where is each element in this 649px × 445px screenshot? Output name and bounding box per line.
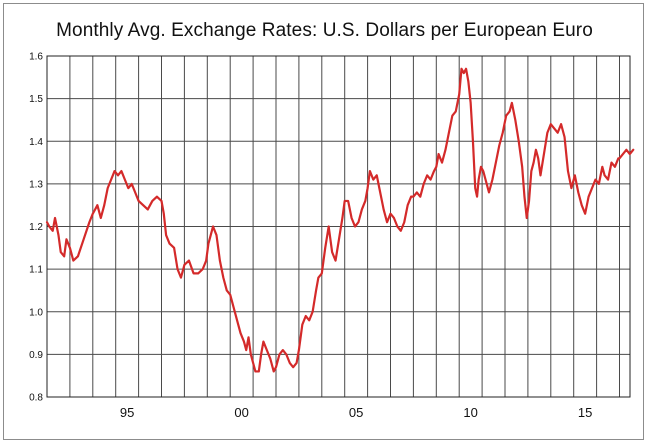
x-tick-label: 95 — [120, 405, 134, 420]
y-tick-label: 1.6 — [29, 52, 43, 63]
y-tick-label: 0.9 — [29, 350, 43, 361]
chart-title: Monthly Avg. Exchange Rates: U.S. Dollar… — [56, 20, 593, 41]
y-tick-label: 1.1 — [29, 265, 43, 276]
y-tick-label: 1.4 — [29, 137, 43, 148]
y-tick-label: 1.2 — [29, 222, 43, 233]
plot-border — [46, 55, 631, 398]
x-tick-label: 10 — [463, 405, 477, 420]
y-tick-label: 1.0 — [29, 307, 43, 318]
series-line — [45, 67, 635, 373]
x-tick-label: 15 — [578, 405, 592, 420]
y-tick-label: 1.5 — [29, 94, 43, 105]
x-tick-label: 05 — [349, 405, 363, 420]
x-tick-label: 00 — [234, 405, 248, 420]
y-tick-label: 0.8 — [29, 393, 43, 404]
y-tick-label: 1.3 — [29, 179, 43, 190]
